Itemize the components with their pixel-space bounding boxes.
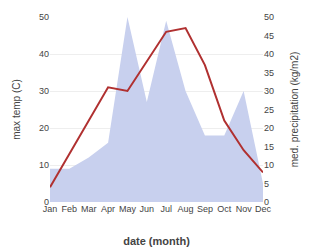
svg-text:Mar: Mar: [81, 204, 97, 214]
svg-text:10: 10: [264, 160, 274, 170]
svg-text:Sep: Sep: [197, 204, 213, 214]
svg-text:Jan: Jan: [43, 204, 58, 214]
svg-text:Apr: Apr: [101, 204, 115, 214]
svg-text:30: 30: [264, 86, 274, 96]
svg-text:date (month): date (month): [123, 235, 190, 247]
svg-text:20: 20: [39, 123, 49, 133]
svg-text:Jun: Jun: [140, 204, 155, 214]
svg-text:Oct: Oct: [217, 204, 232, 214]
svg-text:Feb: Feb: [62, 204, 78, 214]
svg-text:Aug: Aug: [178, 204, 194, 214]
svg-text:40: 40: [39, 49, 49, 59]
svg-text:med. precipitation (kg/m2): med. precipitation (kg/m2): [289, 52, 300, 168]
svg-text:30: 30: [39, 86, 49, 96]
svg-text:0: 0: [44, 197, 49, 207]
svg-text:25: 25: [264, 105, 274, 115]
svg-text:50: 50: [264, 12, 274, 22]
svg-text:45: 45: [264, 31, 274, 41]
svg-text:Jul: Jul: [160, 204, 172, 214]
svg-text:5: 5: [264, 179, 269, 189]
svg-text:15: 15: [264, 142, 274, 152]
svg-text:0: 0: [264, 197, 269, 207]
svg-text:35: 35: [264, 68, 274, 78]
svg-text:20: 20: [264, 123, 274, 133]
svg-text:10: 10: [39, 160, 49, 170]
svg-text:May: May: [119, 204, 137, 214]
svg-text:50: 50: [39, 12, 49, 22]
svg-text:max temp (C): max temp (C): [11, 79, 22, 140]
svg-text:Nov: Nov: [236, 204, 253, 214]
svg-text:40: 40: [264, 49, 274, 59]
svg-text:Dec: Dec: [255, 204, 272, 214]
